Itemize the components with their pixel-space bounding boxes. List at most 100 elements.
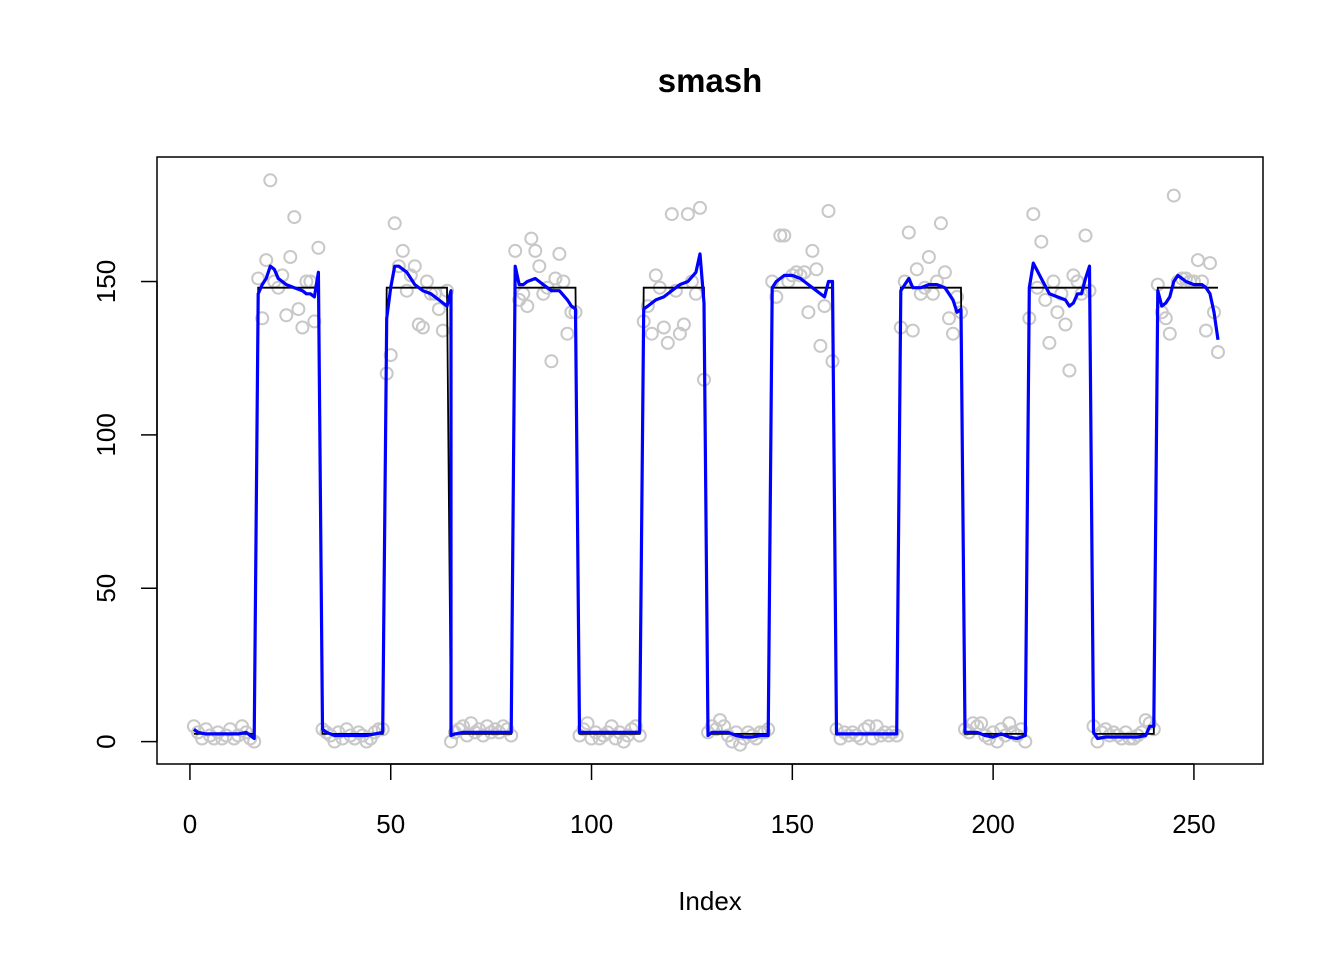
data-point	[1199, 323, 1213, 338]
data-point	[1050, 305, 1065, 320]
smash-estimate-line	[192, 252, 1220, 741]
data-point	[676, 317, 691, 332]
data-point	[757, 725, 772, 740]
data-point	[407, 259, 422, 274]
data-point	[528, 243, 543, 258]
data-point	[1026, 207, 1041, 222]
data-point	[431, 302, 446, 317]
data-point	[693, 200, 707, 215]
data-point	[861, 719, 876, 734]
y-tick-label: 150	[91, 260, 121, 303]
data-point	[295, 320, 310, 335]
data-point	[556, 274, 571, 289]
data-point	[351, 725, 366, 740]
data-point	[644, 326, 659, 341]
data-point	[1062, 363, 1077, 378]
data-point	[1058, 317, 1073, 332]
data-point	[1014, 722, 1029, 737]
data-point	[520, 299, 535, 314]
data-point	[387, 216, 402, 231]
x-tick-label: 250	[1172, 809, 1215, 839]
data-point	[311, 240, 326, 255]
data-point	[805, 243, 820, 258]
data-point	[243, 731, 258, 746]
data-point	[255, 311, 270, 326]
data-point	[460, 728, 474, 743]
x-axis-label: Index	[678, 886, 742, 916]
data-point	[371, 722, 386, 737]
data-point	[801, 305, 816, 320]
data-point	[688, 286, 703, 301]
data-point	[391, 259, 406, 274]
data-point	[435, 323, 450, 338]
data-point	[660, 335, 675, 350]
data-point	[259, 253, 274, 268]
data-point	[532, 259, 547, 274]
data-point	[937, 265, 952, 280]
data-point	[901, 225, 916, 240]
x-tick-label: 50	[376, 809, 405, 839]
data-point	[283, 250, 298, 264]
data-point	[817, 299, 832, 314]
data-point	[1042, 335, 1057, 350]
data-point	[1158, 311, 1173, 326]
data-point	[524, 231, 539, 246]
data-point	[1190, 253, 1205, 268]
data-point	[1203, 256, 1217, 271]
data-point	[648, 268, 663, 283]
data-point	[921, 250, 936, 264]
data-point	[909, 262, 924, 277]
data-point	[291, 302, 306, 317]
data-point	[548, 271, 563, 286]
data-point	[419, 274, 434, 289]
x-tick-label: 200	[971, 809, 1014, 839]
x-tick-label: 100	[570, 809, 613, 839]
data-point	[777, 228, 792, 243]
data-point	[1046, 274, 1061, 289]
data-point	[1138, 713, 1153, 728]
data-point	[974, 716, 989, 731]
x-axis: 0 50 100 150 200 250	[183, 763, 1216, 839]
data-point	[946, 326, 960, 341]
data-point	[773, 228, 788, 243]
data-point	[933, 216, 948, 231]
data-point	[383, 348, 398, 363]
data-point	[821, 204, 836, 218]
data-point	[580, 716, 595, 731]
data-point	[1211, 345, 1225, 360]
data-point	[560, 326, 575, 341]
x-tick-label: 150	[771, 809, 814, 839]
data-point	[544, 354, 559, 369]
y-tick-label: 50	[91, 574, 121, 603]
data-point	[905, 323, 920, 338]
y-tick-label: 0	[91, 734, 121, 748]
data-point	[664, 207, 679, 222]
data-point	[925, 286, 940, 301]
data-point	[813, 338, 828, 353]
y-tick-label: 100	[91, 413, 121, 456]
x-tick-label: 0	[183, 809, 197, 839]
data-point	[399, 283, 414, 298]
data-point	[1038, 292, 1053, 307]
data-point	[1078, 228, 1093, 243]
data-point	[656, 320, 671, 335]
data-point	[508, 243, 523, 258]
data-point	[942, 311, 956, 326]
data-point	[415, 320, 430, 335]
data-point	[809, 262, 824, 277]
data-point	[769, 289, 784, 304]
data-point	[640, 299, 655, 314]
data-point	[287, 210, 302, 225]
data-point	[1162, 326, 1177, 341]
estimate-line-path	[192, 252, 1220, 741]
data-point	[753, 725, 768, 740]
data-point	[552, 246, 567, 261]
y-axis: 0 50 100 150	[91, 260, 158, 749]
data-point	[263, 173, 278, 188]
data-point	[680, 207, 695, 222]
data-point	[1034, 234, 1049, 249]
data-point	[279, 308, 294, 323]
chart-title: smash	[658, 62, 763, 99]
data-point	[395, 243, 410, 258]
